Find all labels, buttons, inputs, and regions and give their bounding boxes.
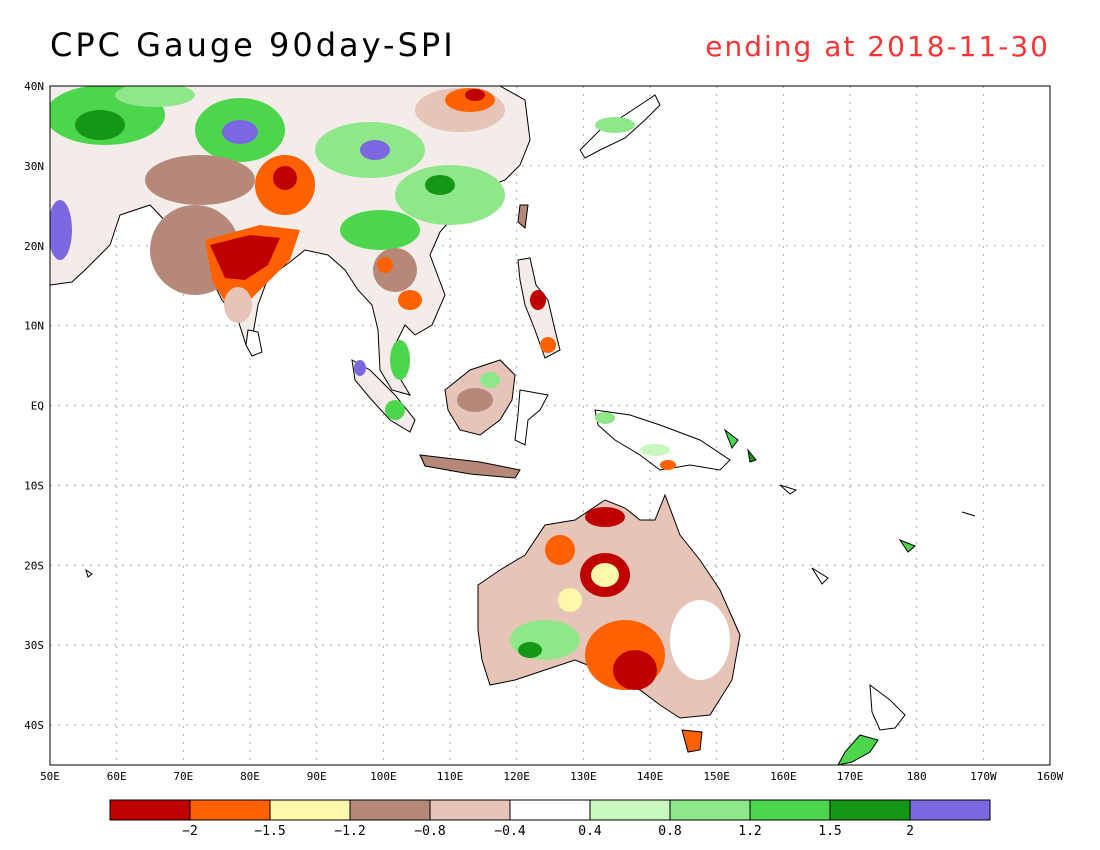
pacific-islands: [85, 428, 976, 585]
lon-tick-label: 110E: [437, 770, 464, 783]
lon-tick-label: 80E: [240, 770, 260, 783]
india-drought-area: [205, 225, 300, 323]
indochina-area: [373, 248, 422, 380]
axis-ticks: 50E 60E 70E 80E 90E 100E 110E 120E 130E 140E 150E 1…: [24, 80, 1063, 783]
colorbar-label: −1.5: [254, 824, 285, 839]
lon-tick-label: 70E: [173, 770, 193, 783]
australia-landmass: [477, 493, 741, 719]
tasmania: [681, 729, 703, 753]
colorbar-label: −0.4: [494, 824, 525, 839]
map-features: [50, 86, 976, 765]
colorbar: −2 −1.5 −1.2 −0.8 −0.4 0.4 0.8 1.2 1.5 2: [109, 799, 991, 839]
lat-tick-label: EQ: [31, 400, 44, 413]
colorbar-label: 1.5: [818, 824, 841, 839]
colorbar-swatch: [909, 799, 991, 821]
colorbar-swatch: [509, 799, 591, 821]
lat-tick-label: 10N: [24, 320, 44, 333]
new-guinea: [594, 409, 731, 471]
lon-tick-label: 120E: [503, 770, 530, 783]
lon-tick-label: 160W: [1037, 770, 1064, 783]
lon-tick-label: 130E: [570, 770, 597, 783]
colorbar-swatch: [829, 799, 911, 821]
lon-tick-label: 140E: [637, 770, 664, 783]
lon-tick-label: 170W: [970, 770, 997, 783]
sri-lanka: [245, 329, 263, 357]
colorbar-swatch: [349, 799, 431, 821]
colorbar-label: −0.8: [414, 824, 445, 839]
colorbar-swatch: [589, 799, 671, 821]
sulawesi: [514, 389, 549, 446]
colorbar-swatch: [189, 799, 271, 821]
lon-tick-label: 170E: [837, 770, 864, 783]
lat-tick-label: 30N: [24, 160, 44, 173]
map-title: CPC Gauge 90day-SPI: [50, 26, 456, 64]
lon-tick-label: 160E: [770, 770, 797, 783]
lat-tick-label: 20N: [24, 240, 44, 253]
colorbar-label: 0.8: [658, 824, 681, 839]
lon-tick-label: 50E: [40, 770, 60, 783]
colorbar-swatch: [429, 799, 511, 821]
lat-tick-label: 20S: [24, 559, 44, 572]
colorbar-swatch: [749, 799, 831, 821]
colorbar-label: 1.2: [738, 824, 761, 839]
colorbar-label: 2: [906, 824, 914, 839]
colorbar-label: 0.4: [578, 824, 602, 839]
lon-tick-label: 180: [907, 770, 927, 783]
java: [419, 454, 521, 479]
new-zealand: [837, 683, 906, 765]
colorbar-swatch: [269, 799, 351, 821]
philippines: [517, 257, 561, 359]
lon-tick-label: 150E: [703, 770, 730, 783]
lat-tick-label: 10S: [24, 479, 44, 492]
lon-tick-label: 90E: [307, 770, 327, 783]
map-subtitle: ending at 2018-11-30: [705, 30, 1050, 63]
colorbar-label: −1.2: [334, 824, 365, 839]
lat-tick-label: 40S: [24, 719, 44, 732]
colorbar-label: −2: [182, 824, 198, 839]
colorbar-swatch: [669, 799, 751, 821]
lat-tick-label: 30S: [24, 639, 44, 652]
map-frame: [49, 85, 1051, 766]
lon-tick-label: 100E: [370, 770, 397, 783]
colorbar-swatch: [109, 799, 191, 821]
lat-tick-label: 40N: [24, 80, 44, 93]
lon-tick-label: 60E: [107, 770, 127, 783]
taiwan: [517, 204, 529, 229]
